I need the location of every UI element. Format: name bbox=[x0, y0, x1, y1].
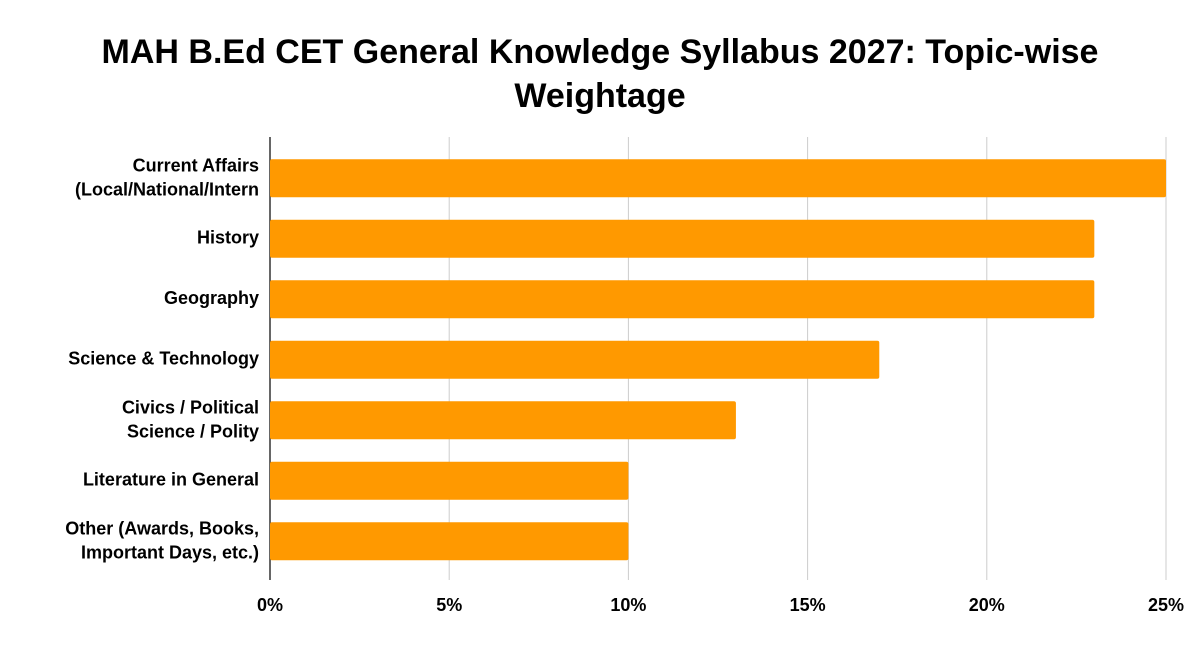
y-tick-label: History bbox=[197, 228, 259, 248]
x-tick-label: 0% bbox=[257, 595, 283, 615]
x-tick-label: 15% bbox=[790, 595, 826, 615]
bar bbox=[270, 401, 736, 440]
y-tick-label: Geography bbox=[164, 288, 259, 308]
bar bbox=[270, 461, 629, 500]
bar bbox=[270, 219, 1095, 258]
y-tick-label: Civics / Political Science / Polity bbox=[122, 397, 259, 441]
bar bbox=[270, 340, 880, 379]
x-tick-label: 20% bbox=[969, 595, 1005, 615]
bar bbox=[270, 159, 1166, 198]
x-tick-label: 25% bbox=[1148, 595, 1184, 615]
bar bbox=[270, 280, 1095, 319]
y-tick-label: Science & Technology bbox=[68, 349, 259, 369]
x-tick-label: 10% bbox=[610, 595, 646, 615]
y-tick-label: Current Affairs (Local/National/Intern bbox=[75, 155, 259, 199]
y-tick-label: Other (Awards, Books, Important Days, etc… bbox=[65, 518, 259, 562]
chart-title: MAH B.Ed CET General Knowledge Syllabus … bbox=[101, 33, 1099, 115]
bar bbox=[270, 522, 629, 561]
y-tick-label: Literature in General bbox=[83, 470, 259, 490]
x-tick-label: 5% bbox=[436, 595, 462, 615]
